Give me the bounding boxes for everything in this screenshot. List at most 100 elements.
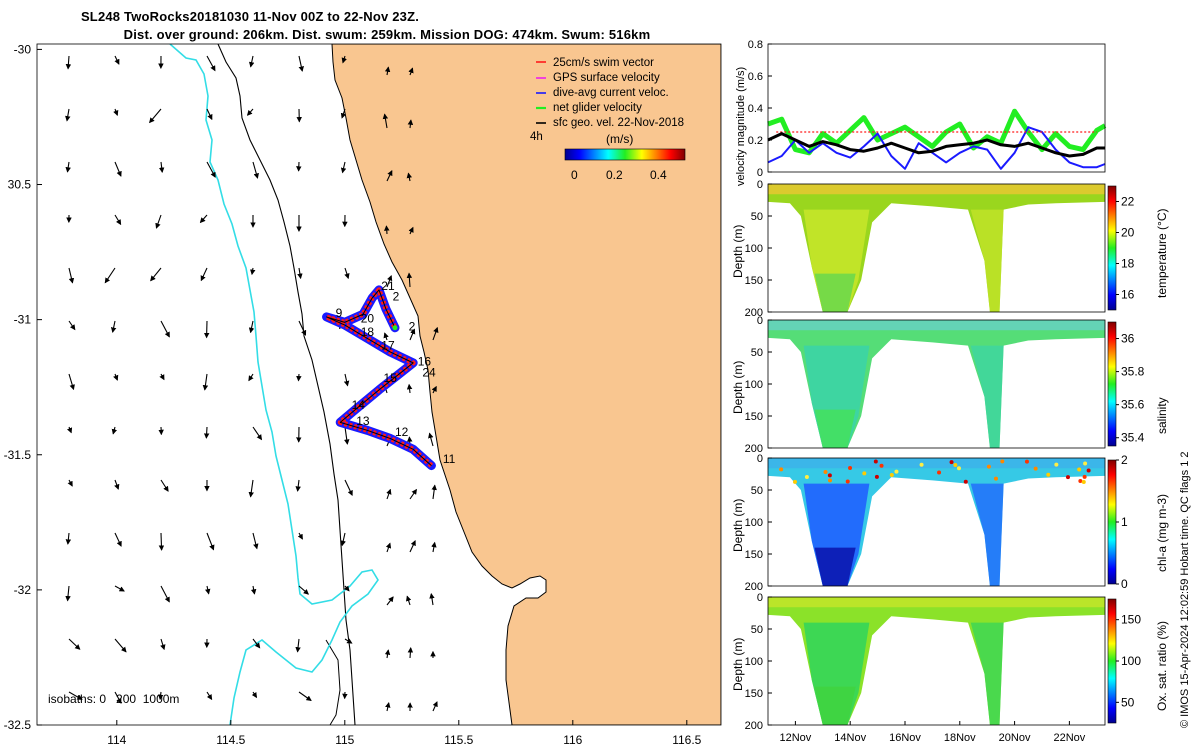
colorbar-tick-label: 35.8 (1121, 365, 1145, 379)
section-panel-salinity: 0 50 100 150 200 Depth (m) 36 35.8 35.6 35.4 salin… (731, 315, 1169, 455)
chl-a-point (949, 460, 954, 465)
chl-a-point (986, 464, 991, 469)
map-colorbar-tick-2: 0.4 (650, 168, 667, 182)
sfc-geo-arrow (298, 320, 307, 336)
colorbar-label: salinity (1155, 397, 1169, 434)
colorbar-tick-label: 20 (1121, 226, 1135, 240)
map-x-tick-label: 114 (107, 733, 126, 747)
sfc-geo-arrow (298, 585, 309, 595)
chart-title-line-1: SL248 TwoRocks20181030 11-Nov 00Z to 22-… (80, 9, 420, 24)
section-y-tick-label: 150 (745, 275, 763, 287)
section-x-tick-label: 22Nov (1053, 732, 1085, 744)
sfc-geo-arrow (343, 585, 350, 592)
colorbar-label: temperature (°C) (1155, 209, 1169, 299)
sfc-geo-arrow (114, 638, 127, 653)
sfc-geo-arrow (341, 55, 347, 64)
section-ylabel: Depth (m) (731, 361, 745, 414)
sfc-geo-arrow (206, 532, 215, 551)
legend-swim-vector: 25cm/s swim vector (553, 57, 654, 69)
sfc-geo-arrow (252, 638, 261, 649)
isobath-1000m (169, 44, 379, 725)
sfc-geo-arrow (408, 226, 414, 235)
sfc-geo-arrow (248, 373, 254, 382)
day-label: 16 (418, 355, 432, 369)
sfc-geo-arrow (297, 267, 303, 280)
sfc-geo-arrow (252, 426, 263, 441)
velocity-ylabel: velocity magnitude (m/s) (735, 67, 747, 186)
chl-a-point (963, 479, 968, 484)
sfc-geo-arrow (344, 638, 353, 644)
section-y-tick-label: 50 (751, 485, 763, 497)
glider-path-line (326, 289, 432, 466)
sfc-geo-arrow (385, 542, 392, 553)
sfc-geo-arrow (113, 108, 119, 117)
map-y-ticks: -30 30.5 -31 -31.5 -32 -32.5 (4, 42, 42, 732)
map-x-tick-label: 114.5 (216, 733, 245, 747)
velocity-series (767, 108, 1107, 170)
chl-a-point (889, 472, 894, 477)
chl-a-point (956, 466, 961, 471)
chl-a-point (779, 467, 784, 472)
map-legend: 25cm/s swim vector GPS surface velocity … (530, 57, 686, 182)
sfc-geo-arrow (110, 320, 117, 333)
day-label: 20 (361, 311, 375, 325)
sfc-geo-arrow (202, 373, 209, 391)
section-surface-band (768, 320, 1105, 331)
sfc-geo-arrow (114, 479, 120, 490)
map-y-tick-label: -32 (14, 583, 32, 597)
chl-a-point (1082, 474, 1087, 479)
colorbar-label: chl-a (mg m-3) (1155, 494, 1169, 572)
chl-a-point (1065, 475, 1070, 480)
sfc-geo-arrow (252, 161, 259, 179)
chl-a-point (1083, 461, 1088, 466)
map-y-tick-label: -31 (14, 313, 32, 327)
sfc-geo-arrow (250, 267, 256, 276)
section-colorbar (1107, 321, 1117, 447)
colorbar-tick-label: 50 (1121, 695, 1135, 709)
chl-a-point (919, 462, 924, 467)
chl-a-point (953, 462, 958, 467)
sfc-geo-arrow (248, 320, 255, 334)
chl-a-point (993, 476, 998, 481)
colorbar-tick-label: 35.6 (1121, 398, 1145, 412)
section-feature (814, 547, 856, 586)
chl-a-point (1046, 472, 1051, 477)
section-y-tick-label: 100 (745, 379, 763, 391)
chl-a-point (1077, 467, 1082, 472)
sfc-geo-arrow (114, 691, 122, 704)
legend-time-step: 4h (530, 131, 543, 143)
day-label: 21 (381, 279, 395, 293)
sfc-geo-arrow (158, 532, 165, 551)
section-x-tick-label: 18Nov (944, 732, 976, 744)
sfc-geo-arrow (384, 66, 391, 76)
sfc-geo-arrow (67, 479, 73, 487)
colorbar-tick-label: 35.4 (1121, 431, 1145, 445)
section-y-tick-label: 200 (745, 720, 763, 732)
sfc-geo-arrow (384, 225, 390, 235)
section-y-tick-label: 150 (745, 411, 763, 423)
chl-a-point (792, 479, 797, 484)
day-label: 14 (352, 398, 366, 412)
sfc-geo-arrow (386, 596, 394, 606)
sfc-geo-arrow (297, 532, 303, 540)
sfc-geo-arrow (386, 275, 393, 288)
day-label: 2 (409, 319, 416, 333)
chl-a-point (828, 478, 833, 483)
colorbar-tick-label: 36 (1121, 332, 1135, 346)
legend-sfc-geo: sfc geo. vel. 22-Nov-2018 (553, 117, 684, 129)
sfc-geo-arrow (68, 373, 75, 391)
section-y-tick-label: 200 (745, 307, 763, 319)
section-y-tick-label: 0 (757, 453, 763, 465)
sfc-geo-arrow (405, 595, 412, 606)
sfc-geo-arrow (409, 328, 416, 341)
sfc-geo-arrow (206, 55, 216, 72)
section-feature (814, 686, 856, 725)
sfc-geo-arrow (407, 647, 414, 659)
sfc-geo-arrow (250, 585, 257, 595)
chl-a-point (1086, 468, 1091, 473)
sfc-geo-arrow (150, 267, 162, 282)
sfc-geo-arrow (65, 161, 71, 173)
map-x-tick-label: 116 (563, 733, 582, 747)
